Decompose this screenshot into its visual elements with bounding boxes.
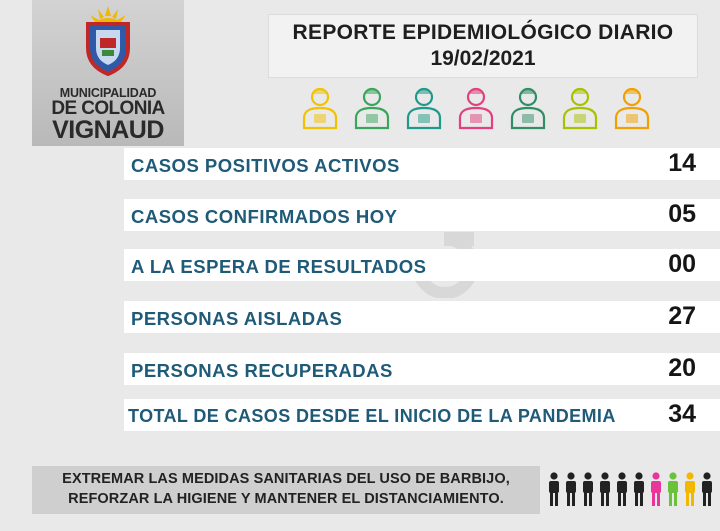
stat-value: 14	[668, 149, 696, 177]
person-icon	[634, 472, 644, 506]
person-icon	[549, 472, 559, 506]
stat-row-isolated: PERSONAS AISLADAS 27	[124, 301, 720, 333]
person-icon	[617, 472, 627, 506]
watermark-logo-icon	[412, 232, 478, 298]
worker-4-icon	[458, 87, 494, 130]
logo-line-2: DE COLONIA	[51, 98, 165, 119]
coat-of-arms-icon	[86, 6, 130, 76]
stat-value: 34	[668, 400, 696, 428]
report-date: 19/02/2021	[430, 47, 536, 70]
worker-6-icon	[562, 87, 598, 130]
report-title: REPORTE EPIDEMIOLÓGICO DIARIO	[292, 21, 674, 44]
advice-line-2: REFORZAR LA HIGIENE Y MANTENER EL DISTAN…	[68, 491, 504, 507]
logo-line-3: VIGNAUD	[52, 116, 164, 144]
worker-3-icon	[406, 87, 442, 130]
stat-value: 27	[668, 302, 696, 330]
stat-label: CASOS POSITIVOS ACTIVOS	[131, 155, 400, 176]
person-icon	[702, 472, 712, 506]
worker-5-icon	[510, 87, 546, 130]
people-icons	[549, 472, 712, 506]
stat-label: PERSONAS AISLADAS	[131, 308, 343, 329]
advice-line-1: EXTREMAR LAS MEDIDAS SANITARIAS DEL USO …	[62, 471, 510, 487]
stat-value: 05	[668, 200, 696, 228]
person-icon	[566, 472, 576, 506]
worker-7-icon	[614, 87, 650, 130]
worker-1-icon	[302, 87, 338, 130]
person-icon	[685, 472, 695, 506]
person-icon	[600, 472, 610, 506]
stat-value: 00	[668, 250, 696, 278]
stat-row-awaiting-results: A LA ESPERA DE RESULTADOS 00	[124, 249, 720, 281]
stat-row-confirmed-today: CASOS CONFIRMADOS HOY 05	[124, 199, 720, 231]
person-icon	[583, 472, 593, 506]
municipality-logo: MUNICIPALIDAD DE COLONIA VIGNAUD	[32, 0, 184, 146]
stat-row-total-cases: TOTAL DE CASOS DESDE EL INICIO DE LA PAN…	[124, 399, 720, 431]
report-header: REPORTE EPIDEMIOLÓGICO DIARIO 19/02/2021	[268, 14, 698, 78]
person-icon	[668, 472, 678, 506]
stat-label: CASOS CONFIRMADOS HOY	[131, 206, 398, 227]
person-icon	[651, 472, 661, 506]
worker-2-icon	[354, 87, 390, 130]
stat-row-active-cases: CASOS POSITIVOS ACTIVOS 14	[124, 148, 720, 180]
stat-row-recovered: PERSONAS RECUPERADAS 20	[124, 353, 720, 385]
stat-label: PERSONAS RECUPERADAS	[131, 360, 393, 381]
stat-label: A LA ESPERA DE RESULTADOS	[131, 256, 427, 277]
stat-label: TOTAL DE CASOS DESDE EL INICIO DE LA PAN…	[128, 406, 616, 426]
logo-line-1: MUNICIPALIDAD	[59, 86, 157, 100]
stat-value: 20	[668, 354, 696, 382]
health-advice-banner: EXTREMAR LAS MEDIDAS SANITARIAS DEL USO …	[32, 466, 540, 514]
